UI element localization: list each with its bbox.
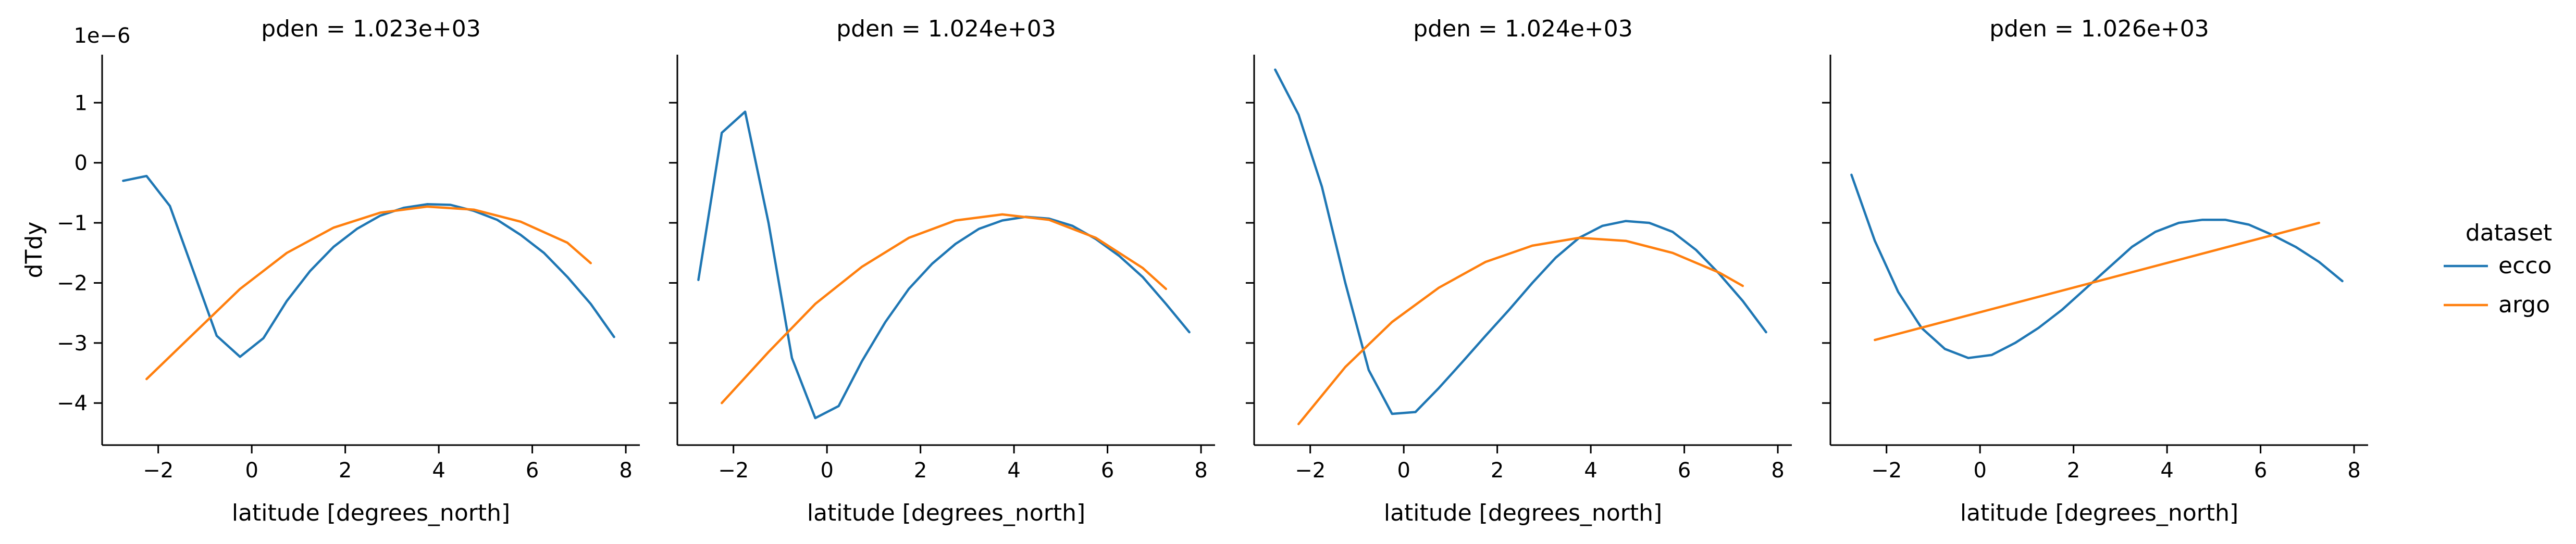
x-tick-label: 2 <box>1491 459 1504 483</box>
x-tick-label: 8 <box>1194 459 1207 483</box>
series-line-ecco-panel-4 <box>1850 173 2344 359</box>
legend-label-argo: argo <box>2498 292 2550 318</box>
x-tick-label: −2 <box>1871 459 1902 483</box>
y-tick-label: −2 <box>57 271 88 295</box>
panel-title-3: pden = 1.024e+03 <box>1413 16 1633 42</box>
legend-label-ecco: ecco <box>2498 252 2552 279</box>
y-scale-offset: 1e−6 <box>73 24 130 48</box>
x-tick-label: 2 <box>339 459 352 483</box>
x-tick-label: 0 <box>820 459 833 483</box>
series-line-ecco-panel-1 <box>122 174 615 358</box>
legend-title: dataset <box>2466 220 2552 246</box>
x-axis-label-2: latitude [degrees_north] <box>807 500 1085 526</box>
series-line-argo-panel-1 <box>145 205 592 381</box>
x-axis-label-4: latitude [degrees_north] <box>1960 500 2238 526</box>
y-tick-label: −1 <box>57 211 88 235</box>
x-tick-label: 4 <box>1007 459 1020 483</box>
x-tick-label: 0 <box>245 459 258 483</box>
series-line-argo-panel-4 <box>1874 221 2321 341</box>
x-axis-label-3: latitude [degrees_north] <box>1384 500 1662 526</box>
x-tick-label: 6 <box>1101 459 1114 483</box>
x-axis-label-1: latitude [degrees_north] <box>232 500 510 526</box>
x-tick-label: 4 <box>432 459 445 483</box>
x-tick-label: −2 <box>143 459 174 483</box>
y-tick-label: 1 <box>75 91 88 115</box>
x-tick-label: 6 <box>526 459 539 483</box>
series-line-argo-panel-2 <box>721 213 1168 404</box>
x-tick-label: 4 <box>1584 459 1597 483</box>
x-tick-label: 0 <box>1397 459 1410 483</box>
series-line-ecco-panel-3 <box>1274 68 1767 415</box>
x-tick-label: 2 <box>2067 459 2080 483</box>
x-tick-label: 8 <box>2347 459 2360 483</box>
x-tick-label: 0 <box>1973 459 1986 483</box>
x-tick-label: 4 <box>2160 459 2173 483</box>
y-tick-label: −3 <box>57 332 88 356</box>
panel-title-4: pden = 1.026e+03 <box>1989 16 2209 42</box>
x-tick-label: 2 <box>914 459 927 483</box>
y-tick-label: 0 <box>75 151 88 175</box>
y-axis-label: dTdy <box>21 222 47 279</box>
x-tick-label: 6 <box>1678 459 1691 483</box>
panel-title-1: pden = 1.023e+03 <box>261 16 481 42</box>
y-tick-label: −4 <box>57 391 88 415</box>
series-line-argo-panel-3 <box>1297 236 1744 425</box>
x-tick-label: 8 <box>1771 459 1784 483</box>
x-tick-label: 6 <box>2254 459 2267 483</box>
x-tick-label: 8 <box>619 459 632 483</box>
panel-title-2: pden = 1.024e+03 <box>836 16 1056 42</box>
x-tick-label: −2 <box>1295 459 1326 483</box>
x-tick-label: −2 <box>718 459 749 483</box>
series-line-ecco-panel-2 <box>697 110 1191 420</box>
